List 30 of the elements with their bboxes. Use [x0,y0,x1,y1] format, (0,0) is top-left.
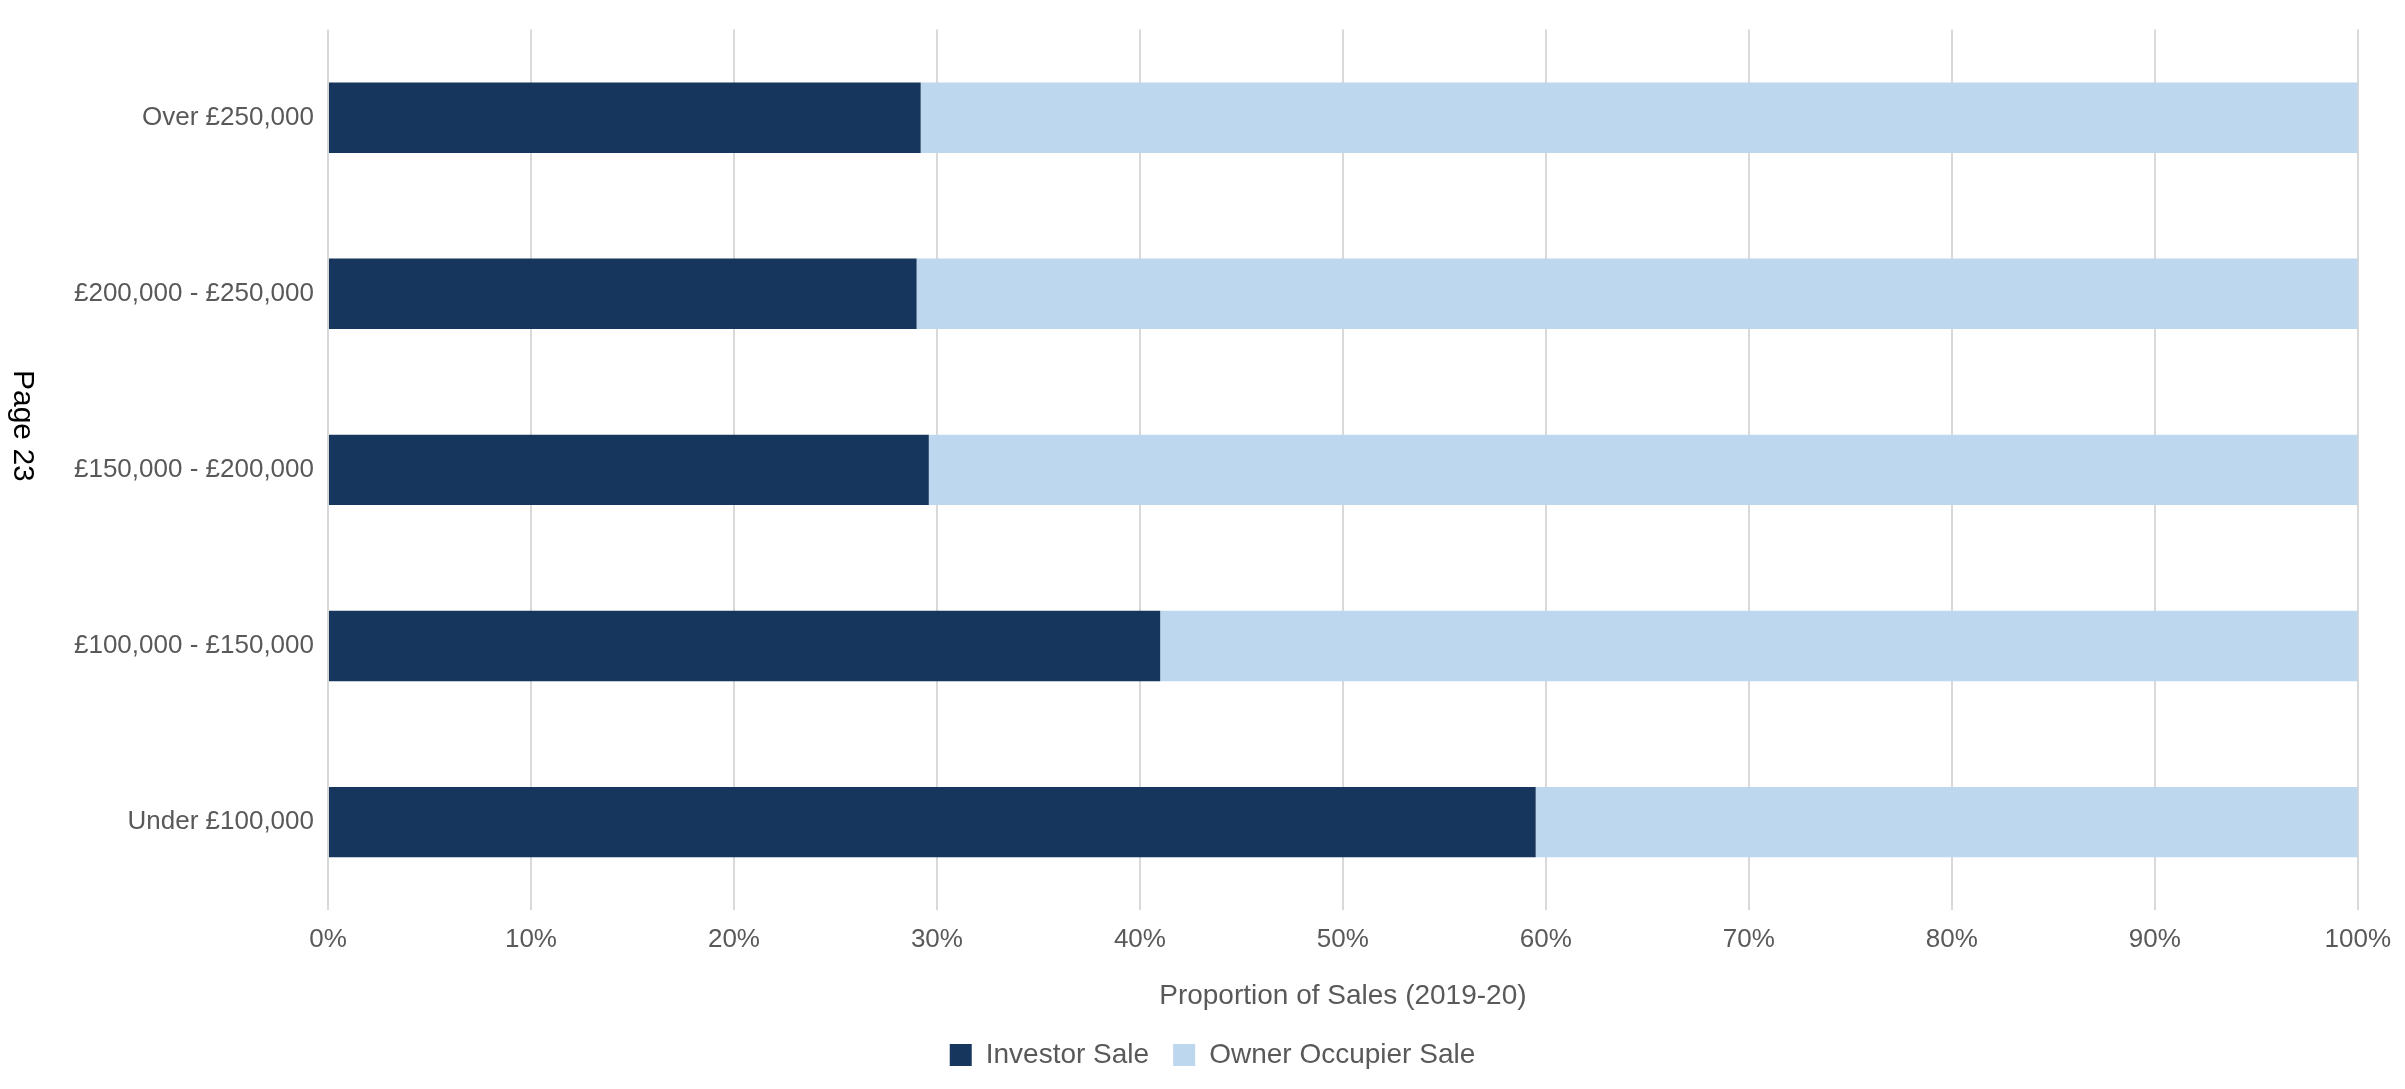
y-tick-label: £150,000 - £200,000 [73,453,314,484]
x-tick-label: 70% [1722,922,1775,953]
bar [1535,786,2358,858]
y-tick-label: £200,000 - £250,000 [73,276,314,307]
x-axis-title: Proportion of Sales (2019-20) [1159,978,1527,1010]
bar [928,434,2358,506]
y-tick-label: Over £250,000 [141,100,314,131]
bar [328,610,1161,682]
bar [1160,610,2358,682]
legend-label: Owner Occupier Sale [1209,1037,1476,1069]
x-tick-label: 50% [1316,922,1369,953]
bar [328,434,929,506]
legend-label: Investor Sale [985,1037,1150,1069]
x-tick-label: 60% [1519,922,1572,953]
bar [328,82,921,153]
x-tick-label: 100% [2324,922,2391,953]
x-tick-label: 30% [910,922,963,953]
x-tick-label: 0% [309,922,347,953]
x-tick-label: 10% [504,922,557,953]
y-tick-label: £100,000 - £150,000 [73,629,314,660]
x-tick-label: 80% [1925,922,1978,953]
bar [328,258,917,329]
text: Page 23 [7,369,41,482]
bar [920,82,2358,153]
x-tick-label: 90% [2128,922,2181,953]
y-tick-label: Under £100,000 [127,805,314,836]
bar [916,258,2358,329]
x-tick-label: 20% [707,922,760,953]
bar [328,786,1536,858]
x-tick-label: 40% [1113,922,1166,953]
